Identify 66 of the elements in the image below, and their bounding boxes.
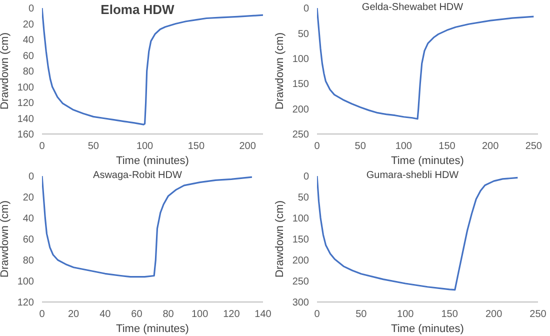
y-tick-label: 20 <box>22 192 34 204</box>
y-tick-label: 150 <box>292 234 310 246</box>
x-tick-label: 0 <box>314 309 320 320</box>
y-axis-title: Drawdown (cm) <box>274 32 286 110</box>
y-tick-label: 200 <box>292 256 310 267</box>
x-tick-label: 200 <box>485 309 503 320</box>
y-tick-label: 0 <box>303 4 310 15</box>
x-tick-label: 120 <box>223 309 240 320</box>
y-tick-label: 0 <box>303 172 310 183</box>
x-tick-label: 100 <box>136 141 154 152</box>
chart-title: Gumara-shebli HDW <box>366 170 459 181</box>
x-tick-label: 150 <box>438 141 456 152</box>
y-tick-label: 250 <box>292 130 310 141</box>
y-tick-label: 50 <box>298 28 310 40</box>
y-axis-title: Drawdown (cm) <box>274 200 286 278</box>
x-tick-label: 150 <box>188 141 205 152</box>
x-tick-label: 150 <box>441 309 458 320</box>
x-tick-label: 50 <box>354 141 366 152</box>
y-tick-label: 100 <box>292 214 310 225</box>
y-tick-label: 0 <box>28 4 34 15</box>
y-tick-label: 80 <box>22 256 34 267</box>
y-tick-label: 160 <box>17 130 34 141</box>
chart-title: Aswaga-Robit HDW <box>93 170 182 181</box>
y-tick-label: 0 <box>28 172 34 183</box>
x-axis-title: Time (minutes) <box>391 155 464 167</box>
x-tick-label: 0 <box>39 141 46 152</box>
x-tick-label: 250 <box>530 309 547 320</box>
y-tick-label: 100 <box>17 276 34 288</box>
y-tick-label: 60 <box>22 50 34 62</box>
x-tick-label: 50 <box>356 309 368 320</box>
y-tick-label: 20 <box>22 19 34 30</box>
x-tick-label: 140 <box>254 309 272 320</box>
y-tick-label: 140 <box>17 114 34 125</box>
y-axis-title: Drawdown (cm) <box>0 32 11 110</box>
x-tick-label: 20 <box>68 309 80 320</box>
x-axis-title: Time (minutes) <box>116 155 189 167</box>
y-tick-label: 120 <box>17 98 34 110</box>
x-tick-label: 0 <box>39 309 46 320</box>
chart-title: Eloma HDW <box>100 2 174 17</box>
x-tick-label: 200 <box>239 141 256 152</box>
x-tick-label: 0 <box>314 141 320 152</box>
chart-title: Gelda-Shewabet HDW <box>362 2 464 13</box>
y-tick-label: 100 <box>292 54 310 65</box>
x-tick-label: 100 <box>192 309 209 320</box>
y-tick-label: 300 <box>292 298 310 309</box>
x-tick-label: 100 <box>397 309 414 320</box>
y-tick-label: 100 <box>17 82 34 94</box>
y-tick-label: 80 <box>22 66 34 78</box>
x-tick-label: 80 <box>162 309 174 320</box>
x-tick-label: 60 <box>131 309 143 320</box>
y-tick-label: 150 <box>292 79 310 90</box>
y-tick-label: 250 <box>292 276 310 288</box>
x-tick-label: 250 <box>525 141 542 152</box>
y-tick-label: 120 <box>17 298 34 309</box>
x-tick-label: 50 <box>88 141 100 152</box>
x-tick-label: 100 <box>395 141 412 152</box>
x-axis-title: Time (minutes) <box>391 323 464 335</box>
x-tick-label: 40 <box>100 309 112 320</box>
x-axis-title: Time (minutes) <box>116 323 189 335</box>
y-tick-label: 40 <box>22 214 34 225</box>
y-axis-title: Drawdown (cm) <box>0 200 11 278</box>
y-tick-label: 40 <box>22 35 34 46</box>
y-tick-label: 60 <box>22 234 34 246</box>
y-tick-label: 50 <box>298 192 310 204</box>
x-tick-label: 200 <box>482 141 500 152</box>
y-tick-label: 200 <box>292 104 310 116</box>
